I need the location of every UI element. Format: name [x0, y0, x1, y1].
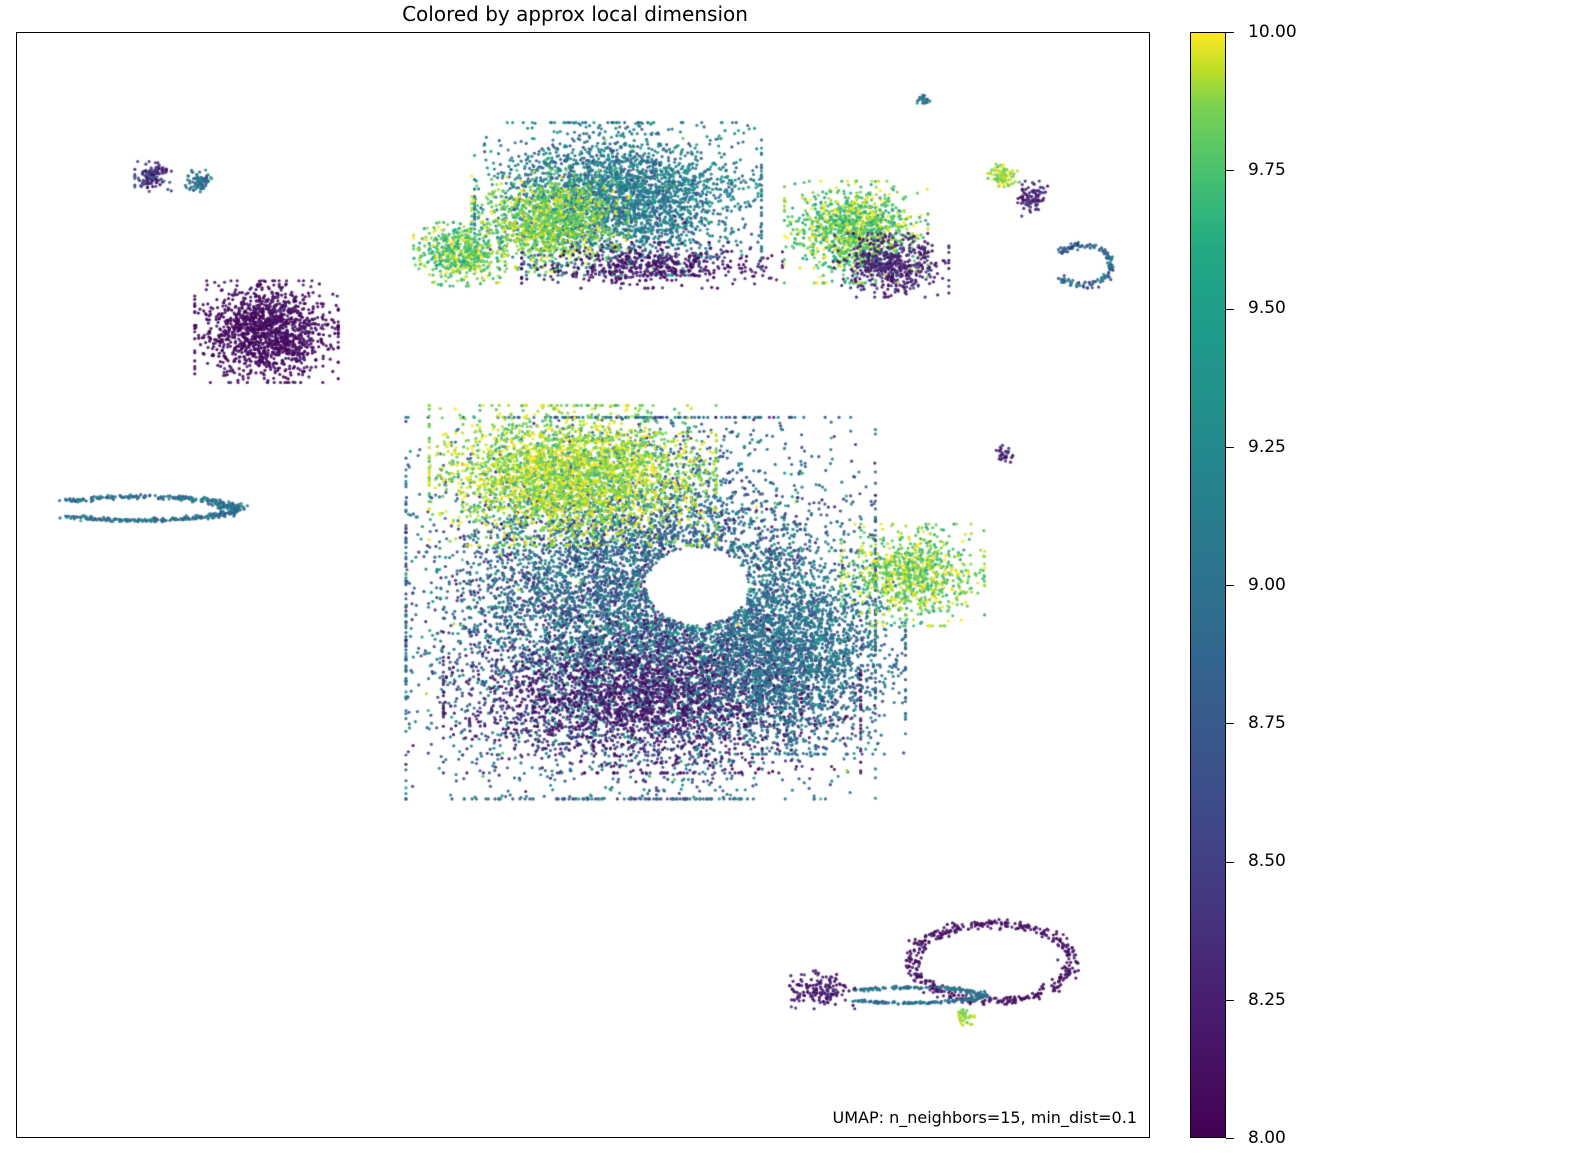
colorbar-tick-label: 9.50 — [1248, 298, 1286, 318]
scatter-canvas — [17, 33, 1151, 1139]
colorbar-tick-label: 10.00 — [1248, 22, 1297, 42]
colorbar-tick — [1226, 723, 1234, 724]
colorbar-tick — [1226, 862, 1234, 863]
plot-area: UMAP: n_neighbors=15, min_dist=0.1 — [16, 32, 1150, 1138]
colorbar: 8.008.258.508.759.009.259.509.7510.00 — [1190, 32, 1346, 1138]
colorbar-gradient — [1190, 32, 1226, 1138]
colorbar-tick — [1226, 585, 1234, 586]
colorbar-tick-label: 8.25 — [1248, 990, 1286, 1010]
colorbar-tick — [1226, 1000, 1234, 1001]
colorbar-tick-label: 9.00 — [1248, 575, 1286, 595]
colorbar-tick-label: 8.00 — [1248, 1128, 1286, 1148]
colorbar-tick-label: 9.25 — [1248, 437, 1286, 457]
plot-caption: UMAP: n_neighbors=15, min_dist=0.1 — [833, 1108, 1137, 1127]
colorbar-tick — [1226, 1138, 1234, 1139]
figure: Colored by approx local dimension UMAP: … — [0, 0, 1582, 1158]
colorbar-tick-label: 9.75 — [1248, 160, 1286, 180]
colorbar-tick — [1226, 170, 1234, 171]
colorbar-tick-label: 8.50 — [1248, 851, 1286, 871]
colorbar-tick — [1226, 32, 1234, 33]
colorbar-tick-label: 8.75 — [1248, 713, 1286, 733]
colorbar-tick — [1226, 309, 1234, 310]
colorbar-tick — [1226, 447, 1234, 448]
chart-title: Colored by approx local dimension — [0, 2, 1150, 26]
